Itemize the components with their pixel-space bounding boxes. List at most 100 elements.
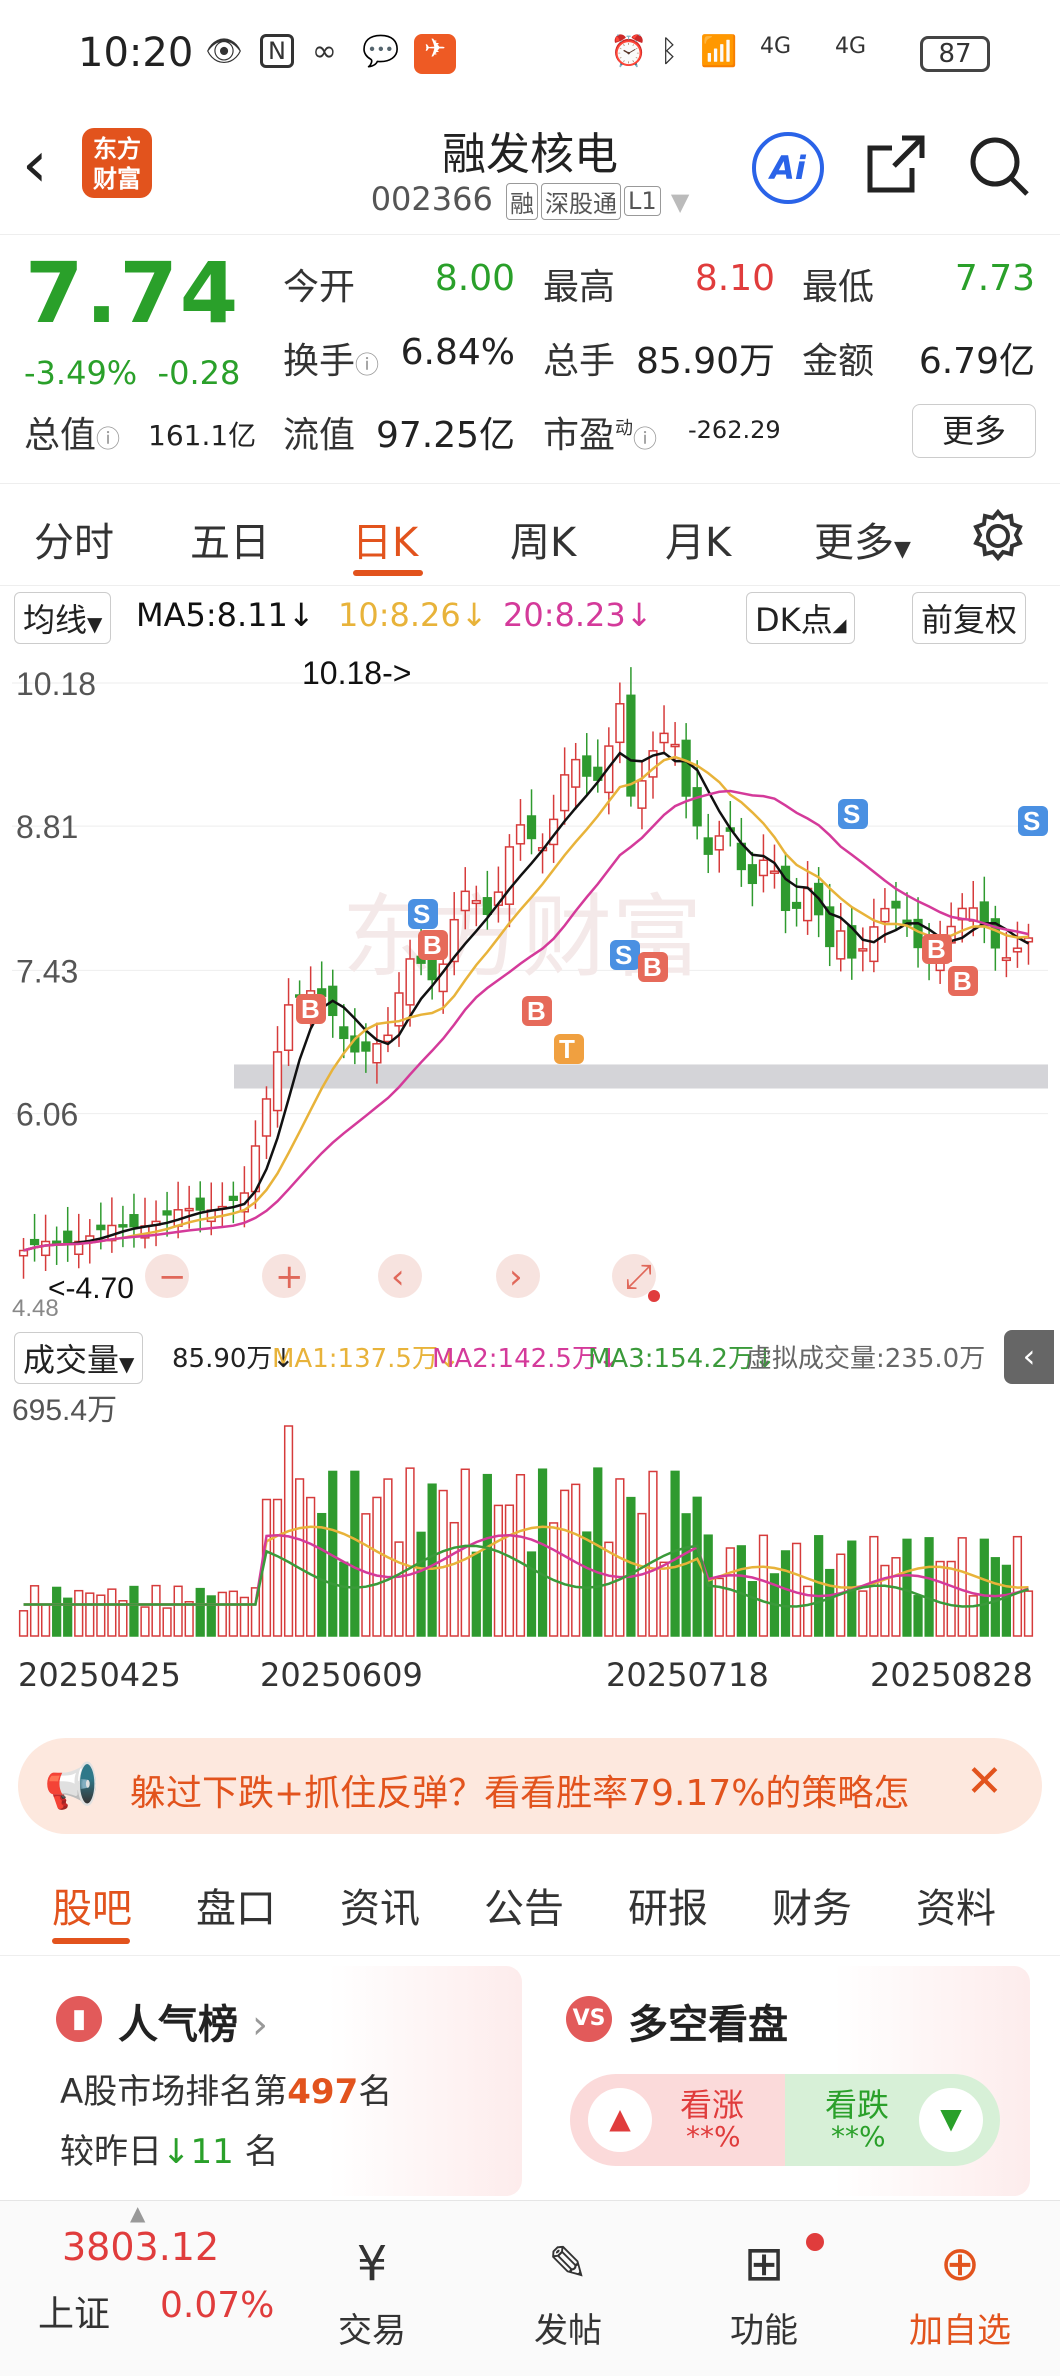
post-button[interactable]: ✎ 发帖 xyxy=(498,2233,638,2352)
search-icon[interactable] xyxy=(965,132,1033,200)
tab-intraday[interactable]: 分时 xyxy=(34,520,114,566)
volume-ma1: MA1:137.5万↓ xyxy=(272,1344,460,1374)
tab-announcements[interactable]: 公告 xyxy=(484,1886,564,1932)
bottom-nav: ▲ 3803.12 上证 0.07% ¥ 交易 ✎ 发帖 ⊞ 功能 ⊕ 加自选 xyxy=(0,2200,1060,2376)
app-logo: 东方财富 xyxy=(82,128,152,198)
volume-ma2: MA2:142.5万↓ xyxy=(432,1344,620,1374)
candle-body xyxy=(526,815,537,840)
candle-body xyxy=(626,694,636,797)
tab-daily-k[interactable]: 日K xyxy=(352,520,419,566)
volume-bar xyxy=(758,1534,769,1637)
stock-code-line: 002366 融深股通 L1 ▼ xyxy=(0,180,1060,220)
info-icon[interactable]: ⓘ xyxy=(355,351,380,379)
candle-body xyxy=(52,1240,62,1245)
volume-bar xyxy=(725,1547,735,1637)
close-icon[interactable]: ✕ xyxy=(966,1756,1003,1807)
index-value[interactable]: 3803.12 xyxy=(62,2225,220,2269)
volume-bar xyxy=(593,1467,603,1637)
volume-bar xyxy=(670,1470,680,1637)
strategy-banner[interactable]: 📢 躲过下跌+抓住反弹？看看胜率79.17%的策略怎 ✕ xyxy=(18,1738,1042,1834)
tab-five-day[interactable]: 五日 xyxy=(190,520,270,566)
volume-bar xyxy=(438,1489,448,1637)
volume-bar xyxy=(40,1603,51,1637)
trade-button[interactable]: ¥ 交易 xyxy=(302,2233,442,2352)
value-high: 8.10 xyxy=(694,258,775,299)
tab-more[interactable]: 更多▼ xyxy=(814,510,911,568)
collapse-arrow-icon[interactable]: ‹ xyxy=(1004,1330,1054,1384)
banner-text: 躲过下跌+抓住反弹？看看胜率79.17%的策略怎 xyxy=(130,1773,910,1814)
change-abs: -0.28 xyxy=(157,354,241,392)
market-cap-text: 总值 xyxy=(24,415,97,456)
wifi-icon: 📶 xyxy=(700,34,738,69)
gear-icon[interactable] xyxy=(970,508,1026,564)
caret-down-icon[interactable]: ▼ xyxy=(670,188,690,216)
volume-bar xyxy=(858,1590,868,1637)
volume-bar xyxy=(935,1560,945,1637)
signal-marker xyxy=(838,799,868,829)
bull-bear-card[interactable]: VS 多空看盘 ▲ 看涨 **% 看跌 **% ▼ xyxy=(540,1966,1030,2196)
fullscreen-icon[interactable]: ⤢ xyxy=(625,1257,652,1297)
caret-up-icon[interactable]: ▲ xyxy=(130,2201,146,2225)
compare-suffix: 名 xyxy=(244,2132,279,2172)
volume-bar xyxy=(184,1601,194,1637)
index-pct[interactable]: 0.07% xyxy=(160,2285,275,2326)
control-bg xyxy=(262,1254,306,1298)
volume-svg: 695.4万 xyxy=(12,1394,1034,1637)
candle-body xyxy=(659,732,669,744)
tab-news[interactable]: 资讯 xyxy=(340,1886,420,1932)
logo-text: 东方财富 xyxy=(93,135,141,193)
kline-chart[interactable]: 10.18 8.81 7.43 6.06 东方财富 10.18-> <-4.70 4.48 B S… xyxy=(12,648,1048,1328)
y-tick-label: 6.06 xyxy=(16,1097,78,1133)
rank-prefix: A股市场排名第 xyxy=(60,2072,288,2112)
index-name[interactable]: 上证 xyxy=(38,2294,111,2335)
more-button[interactable]: 更多 xyxy=(912,404,1036,458)
candle-body xyxy=(891,900,901,909)
candle-body xyxy=(29,1238,40,1246)
zoom-out-icon[interactable]: − xyxy=(158,1257,187,1297)
volume-bar xyxy=(394,1541,404,1637)
share-icon[interactable] xyxy=(862,132,928,198)
info-icon-2[interactable]: ⓘ xyxy=(96,425,121,453)
label-open: 今开 xyxy=(283,267,356,308)
tag-margin: 融 xyxy=(506,182,539,220)
volume-bar xyxy=(493,1504,504,1637)
candle-body xyxy=(615,703,625,744)
add-watchlist-button[interactable]: ⊕ 加自选 xyxy=(890,2233,1030,2352)
popularity-title-text: 人气榜 xyxy=(118,2002,238,2048)
volume-bar xyxy=(814,1535,824,1637)
adjust-button[interactable]: 前复权 xyxy=(912,592,1027,644)
volume-select[interactable]: 成交量▼ xyxy=(14,1332,144,1384)
alert-dot xyxy=(648,1290,660,1302)
info-icon-3[interactable]: ⓘ xyxy=(633,425,658,453)
back-button[interactable]: ‹ xyxy=(22,128,48,202)
popularity-card[interactable]: ▮ 人气榜 › A股市场排名第497名 较昨日↓11 名 xyxy=(38,1966,522,2196)
tab-profile[interactable]: 资料 xyxy=(916,1886,996,1932)
pe-dynamic: 动 xyxy=(615,418,634,439)
notification-dot xyxy=(806,2233,824,2251)
date-axis: 20250425 20250609 20250718 20250828 xyxy=(0,1652,1060,1698)
ma10-value: 10:8.26↓ xyxy=(338,596,488,634)
vote-down-button[interactable]: 看跌 **% ▼ xyxy=(785,2074,1000,2166)
tab-weekly-k[interactable]: 周K xyxy=(510,520,577,566)
tab-monthly-k[interactable]: 月K xyxy=(665,520,732,566)
signal-label: S xyxy=(413,899,430,929)
indicator-select[interactable]: 均线▼ xyxy=(14,592,112,644)
candle-body xyxy=(869,926,879,963)
function-button[interactable]: ⊞ 功能 xyxy=(694,2233,834,2352)
pan-left-icon[interactable]: ‹ xyxy=(391,1257,405,1297)
tab-financials[interactable]: 财务 xyxy=(772,1886,852,1932)
dk-point-button[interactable]: DK点◢ xyxy=(746,592,856,644)
tab-orderbook[interactable]: 盘口 xyxy=(196,1886,276,1932)
value-amount: 6.79亿 xyxy=(918,341,1035,382)
pan-right-icon[interactable]: › xyxy=(509,1257,523,1297)
vote-up-value: **% xyxy=(686,2120,741,2153)
ai-button[interactable]: Ai xyxy=(752,132,824,204)
vote-down-label: 看跌 xyxy=(825,2086,890,2124)
volume-bar xyxy=(250,1587,261,1637)
zoom-in-icon[interactable]: + xyxy=(275,1257,304,1297)
bull-bear-title: 多空看盘 xyxy=(628,2002,788,2048)
tab-forum[interactable]: 股吧 xyxy=(52,1886,132,1932)
subtab-underline xyxy=(52,1938,130,1944)
vote-up-button[interactable]: ▲ 看涨 **% xyxy=(570,2074,785,2166)
tab-research[interactable]: 研报 xyxy=(628,1886,708,1932)
